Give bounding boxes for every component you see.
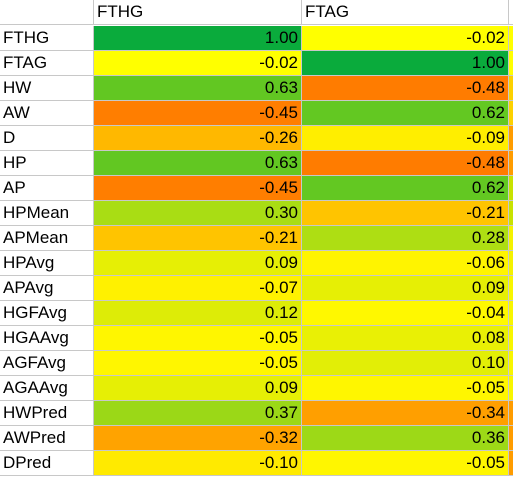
row-label-cell[interactable]: AW bbox=[0, 101, 94, 126]
fthg-value-cell[interactable]: -0.07 bbox=[94, 276, 302, 301]
table-row: AW -0.45 0.62 bbox=[0, 101, 513, 126]
next-column-cell[interactable] bbox=[509, 301, 513, 326]
fthg-value-cell[interactable]: -0.45 bbox=[94, 101, 302, 126]
table-row: D -0.26 -0.09 bbox=[0, 126, 513, 151]
next-column-cell[interactable] bbox=[509, 226, 513, 251]
fthg-value-cell[interactable]: 0.09 bbox=[94, 376, 302, 401]
next-column-cell[interactable] bbox=[509, 451, 513, 476]
ftag-value-cell[interactable]: -0.06 bbox=[302, 251, 509, 276]
fthg-value-cell[interactable]: 0.09 bbox=[94, 251, 302, 276]
table-row: FTHG 1.00 -0.02 bbox=[0, 26, 513, 51]
table-row: HP 0.63 -0.48 bbox=[0, 151, 513, 176]
row-label-cell[interactable]: FTAG bbox=[0, 51, 94, 76]
next-column-cell[interactable] bbox=[509, 76, 513, 101]
table-row: HGFAvg 0.12 -0.04 bbox=[0, 301, 513, 326]
row-label-cell[interactable]: HP bbox=[0, 151, 94, 176]
table-row: HPAvg 0.09 -0.06 bbox=[0, 251, 513, 276]
fthg-value-cell[interactable]: -0.10 bbox=[94, 451, 302, 476]
next-column-cell[interactable] bbox=[509, 201, 513, 226]
header-cell-ftag[interactable]: FTAG bbox=[302, 0, 509, 25]
header-row: FTHG FTAG bbox=[0, 0, 513, 25]
ftag-value-cell[interactable]: 0.28 bbox=[302, 226, 509, 251]
ftag-value-cell[interactable]: -0.09 bbox=[302, 126, 509, 151]
next-column-cell[interactable] bbox=[509, 151, 513, 176]
next-column-cell[interactable] bbox=[509, 251, 513, 276]
ftag-value-cell[interactable]: -0.21 bbox=[302, 201, 509, 226]
row-label-cell[interactable]: AP bbox=[0, 176, 94, 201]
row-label-cell[interactable]: HW bbox=[0, 76, 94, 101]
row-label-cell[interactable]: APAvg bbox=[0, 276, 94, 301]
table-row: AGFAvg -0.05 0.10 bbox=[0, 351, 513, 376]
fthg-value-cell[interactable]: -0.45 bbox=[94, 176, 302, 201]
ftag-value-cell[interactable]: -0.34 bbox=[302, 401, 509, 426]
fthg-value-cell[interactable]: 0.12 bbox=[94, 301, 302, 326]
fthg-value-cell[interactable]: 0.37 bbox=[94, 401, 302, 426]
next-column-cell[interactable] bbox=[509, 176, 513, 201]
row-label-cell[interactable]: AWPred bbox=[0, 426, 94, 451]
table-row: AGAAvg 0.09 -0.05 bbox=[0, 376, 513, 401]
ftag-value-cell[interactable]: -0.04 bbox=[302, 301, 509, 326]
ftag-value-cell[interactable]: 1.00 bbox=[302, 51, 509, 76]
ftag-value-cell[interactable]: 0.36 bbox=[302, 426, 509, 451]
row-label-cell[interactable]: APMean bbox=[0, 226, 94, 251]
fthg-value-cell[interactable]: 0.30 bbox=[94, 201, 302, 226]
row-label-cell[interactable]: HGAAvg bbox=[0, 326, 94, 351]
row-label-cell[interactable]: HWPred bbox=[0, 401, 94, 426]
next-column-cell[interactable] bbox=[509, 126, 513, 151]
ftag-value-cell[interactable]: 0.09 bbox=[302, 276, 509, 301]
table-row: DPred -0.10 -0.05 bbox=[0, 451, 513, 476]
table-row: FTAG -0.02 1.00 bbox=[0, 51, 513, 76]
fthg-value-cell[interactable]: 0.63 bbox=[94, 151, 302, 176]
fthg-value-cell[interactable]: -0.32 bbox=[94, 426, 302, 451]
ftag-value-cell[interactable]: -0.05 bbox=[302, 451, 509, 476]
ftag-value-cell[interactable]: -0.05 bbox=[302, 376, 509, 401]
fthg-value-cell[interactable]: -0.21 bbox=[94, 226, 302, 251]
row-label-cell[interactable]: AGFAvg bbox=[0, 351, 94, 376]
header-cell-blank[interactable] bbox=[0, 0, 94, 25]
table-row: AP -0.45 0.62 bbox=[0, 176, 513, 201]
table-row: HGAAvg -0.05 0.08 bbox=[0, 326, 513, 351]
ftag-value-cell[interactable]: 0.08 bbox=[302, 326, 509, 351]
row-label-cell[interactable]: AGAAvg bbox=[0, 376, 94, 401]
table-row: HW 0.63 -0.48 bbox=[0, 76, 513, 101]
fthg-value-cell[interactable]: 1.00 bbox=[94, 26, 302, 51]
row-label-cell[interactable]: HPAvg bbox=[0, 251, 94, 276]
table-row: HPMean 0.30 -0.21 bbox=[0, 201, 513, 226]
next-column-cell[interactable] bbox=[509, 326, 513, 351]
next-column-cell[interactable] bbox=[509, 426, 513, 451]
fthg-value-cell[interactable]: -0.05 bbox=[94, 326, 302, 351]
header-cell-fthg[interactable]: FTHG bbox=[94, 0, 302, 25]
row-label-cell[interactable]: D bbox=[0, 126, 94, 151]
table-row: AWPred -0.32 0.36 bbox=[0, 426, 513, 451]
next-column-cell[interactable] bbox=[509, 26, 513, 51]
next-column-cell[interactable] bbox=[509, 101, 513, 126]
fthg-value-cell[interactable]: 0.63 bbox=[94, 76, 302, 101]
row-label-cell[interactable]: HPMean bbox=[0, 201, 94, 226]
next-column-cell[interactable] bbox=[509, 276, 513, 301]
row-label-cell[interactable]: FTHG bbox=[0, 26, 94, 51]
ftag-value-cell[interactable]: 0.10 bbox=[302, 351, 509, 376]
next-column-cell[interactable] bbox=[509, 351, 513, 376]
table-row: APMean -0.21 0.28 bbox=[0, 226, 513, 251]
next-column-cell[interactable] bbox=[509, 401, 513, 426]
next-column-cell[interactable] bbox=[509, 51, 513, 76]
ftag-value-cell[interactable]: -0.48 bbox=[302, 151, 509, 176]
fthg-value-cell[interactable]: -0.05 bbox=[94, 351, 302, 376]
ftag-value-cell[interactable]: 0.62 bbox=[302, 176, 509, 201]
table-row: APAvg -0.07 0.09 bbox=[0, 276, 513, 301]
ftag-value-cell[interactable]: -0.48 bbox=[302, 76, 509, 101]
row-label-cell[interactable]: DPred bbox=[0, 451, 94, 476]
next-column-cell[interactable] bbox=[509, 376, 513, 401]
row-label-cell[interactable]: HGFAvg bbox=[0, 301, 94, 326]
fthg-value-cell[interactable]: -0.26 bbox=[94, 126, 302, 151]
header-cell-extra[interactable] bbox=[509, 0, 513, 25]
ftag-value-cell[interactable]: -0.02 bbox=[302, 26, 509, 51]
ftag-value-cell[interactable]: 0.62 bbox=[302, 101, 509, 126]
fthg-value-cell[interactable]: -0.02 bbox=[94, 51, 302, 76]
table-row: HWPred 0.37 -0.34 bbox=[0, 401, 513, 426]
